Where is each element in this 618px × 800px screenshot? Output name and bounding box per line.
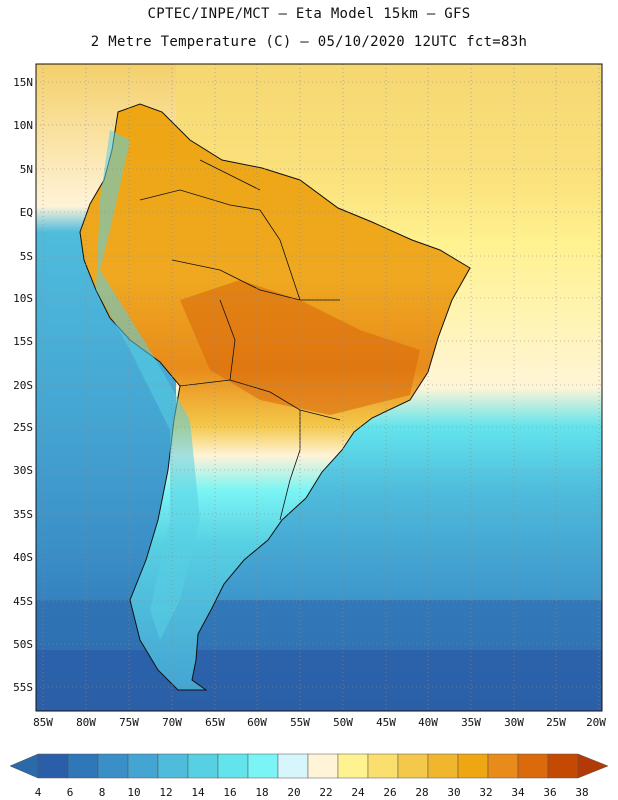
legend-label: 8 [99, 786, 106, 799]
latitude-labels: 15N 10N 5N EQ 5S 10S 15S 20S 25S 30S 35S… [13, 76, 33, 694]
legend-label: 6 [67, 786, 74, 799]
lon-label: 75W [119, 716, 139, 729]
legend-label: 18 [255, 786, 268, 799]
legend-label: 12 [159, 786, 172, 799]
lat-label: 10S [13, 292, 33, 305]
lat-label: 35S [13, 508, 33, 521]
lon-label: 70W [162, 716, 182, 729]
lat-label: 30S [13, 464, 33, 477]
legend-swatch [367, 753, 399, 779]
longitude-labels: 85W 80W 75W 70W 65W 60W 55W 50W 45W 40W … [33, 716, 606, 729]
legend-swatch [337, 753, 369, 779]
legend-swatch [307, 753, 339, 779]
lat-label: EQ [20, 206, 33, 219]
legend-overflow-arrow [577, 753, 609, 779]
lat-label: 15N [13, 76, 33, 89]
legend-swatch [247, 753, 279, 779]
lon-label: 60W [247, 716, 267, 729]
legend-swatch [277, 753, 309, 779]
legend-swatch [187, 753, 219, 779]
legend-swatch [547, 753, 579, 779]
legend-label: 32 [479, 786, 492, 799]
lon-label: 80W [76, 716, 96, 729]
lon-label: 30W [504, 716, 524, 729]
lat-label: 55S [13, 681, 33, 694]
title-line-1: CPTEC/INPE/MCT – Eta Model 15km – GFS [147, 6, 471, 22]
lat-label: 15S [13, 335, 33, 348]
legend-label: 4 [35, 786, 42, 799]
legend-label: 16 [223, 786, 236, 799]
legend-swatch [457, 753, 489, 779]
lon-label: 40W [418, 716, 438, 729]
legend-swatch [487, 753, 519, 779]
lat-label: 40S [13, 551, 33, 564]
lon-label: 50W [333, 716, 353, 729]
legend-swatch [427, 753, 459, 779]
lon-label: 25W [546, 716, 566, 729]
lat-label: 50S [13, 638, 33, 651]
legend-swatch [217, 753, 249, 779]
lat-label: 5S [20, 250, 33, 263]
legend-label: 20 [287, 786, 300, 799]
legend-swatch [517, 753, 549, 779]
legend-label: 34 [511, 786, 525, 799]
legend-label: 14 [191, 786, 205, 799]
legend-label: 30 [447, 786, 460, 799]
legend-label: 26 [383, 786, 396, 799]
legend-swatch [37, 753, 69, 779]
legend-swatch [67, 753, 99, 779]
lon-label: 20W [586, 716, 606, 729]
legend-label: 38 [575, 786, 588, 799]
lon-label: 85W [33, 716, 53, 729]
legend-swatch [127, 753, 159, 779]
lat-label: 25S [13, 421, 33, 434]
legend-label: 28 [415, 786, 428, 799]
color-legend: 4 6 8 10 12 14 16 18 20 22 24 26 28 30 3… [9, 753, 609, 799]
legend-label: 36 [543, 786, 556, 799]
legend-swatch [157, 753, 189, 779]
lon-label: 35W [461, 716, 481, 729]
lon-label: 55W [290, 716, 310, 729]
title-line-2: 2 Metre Temperature (C) – 05/10/2020 12U… [90, 34, 528, 50]
legend-swatch [397, 753, 429, 779]
map-frame [35, 63, 603, 712]
legend-label: 10 [127, 786, 140, 799]
lat-label: 20S [13, 379, 33, 392]
legend-label: 24 [351, 786, 365, 799]
lon-label: 45W [376, 716, 396, 729]
lat-label: 10N [13, 119, 33, 132]
lon-label: 65W [205, 716, 225, 729]
lat-label: 5N [20, 163, 33, 176]
legend-underflow-arrow [9, 753, 39, 779]
lat-label: 45S [13, 595, 33, 608]
legend-label: 22 [319, 786, 332, 799]
legend-swatch [97, 753, 129, 779]
